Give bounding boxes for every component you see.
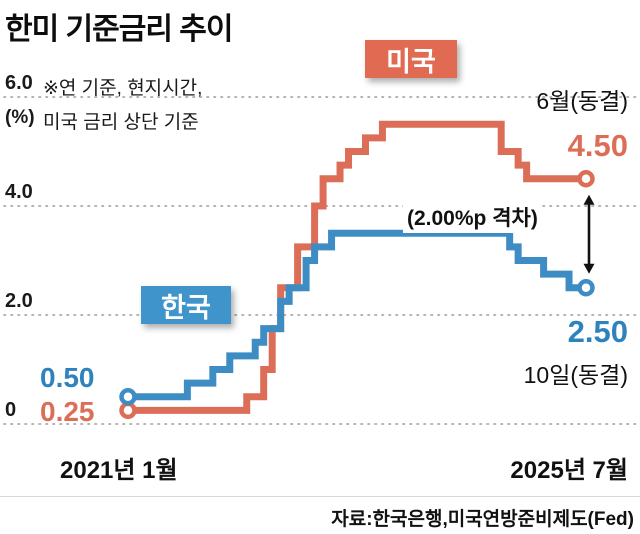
kr-start-rate-value: 0.50	[40, 362, 95, 393]
y-tick-label: 2.0	[5, 290, 33, 312]
x-axis-start-label: 2021년 1월	[60, 457, 178, 484]
us-start-marker	[119, 401, 137, 420]
gap-arrow-head-up	[583, 194, 595, 205]
kr-series-badge: 한국	[141, 286, 231, 324]
us-start-rate-value: 0.25	[40, 396, 95, 427]
chart-title: 한미 기준금리 추이	[5, 13, 233, 46]
y-axis-unit-label: (%)	[5, 107, 35, 128]
us-series-badge: 미국	[365, 40, 457, 78]
y-tick-label: 0	[5, 399, 16, 421]
note-line1: ※연 기준, 현지시간,	[43, 78, 203, 99]
y-tick-label: 6.0	[5, 72, 33, 94]
kr-end-marker	[577, 279, 595, 297]
us-latest-decision-label: 6월(동결)	[536, 88, 628, 114]
gap-arrow-head-down	[583, 263, 595, 274]
kr-latest-decision-label: 10일(동결)	[523, 362, 628, 388]
source-credit: 자료:한국은행,미국연방준비제도(Fed)	[331, 509, 634, 530]
y-tick-label: 4.0	[5, 181, 33, 203]
us-latest-rate-value: 4.50	[567, 128, 628, 163]
us-rate-line	[128, 120, 586, 414]
footer-divider	[0, 496, 640, 497]
rate-gap-annotation: (2.00%p 격차)	[403, 201, 542, 233]
kr-start-marker	[119, 388, 137, 406]
note-line2: 미국 금리 상단 기준	[43, 112, 199, 133]
us-end-marker	[577, 170, 595, 188]
x-axis-end-label: 2025년 7월	[510, 457, 628, 484]
kr-latest-rate-value: 2.50	[567, 314, 628, 349]
kr-rate-line	[128, 229, 586, 401]
